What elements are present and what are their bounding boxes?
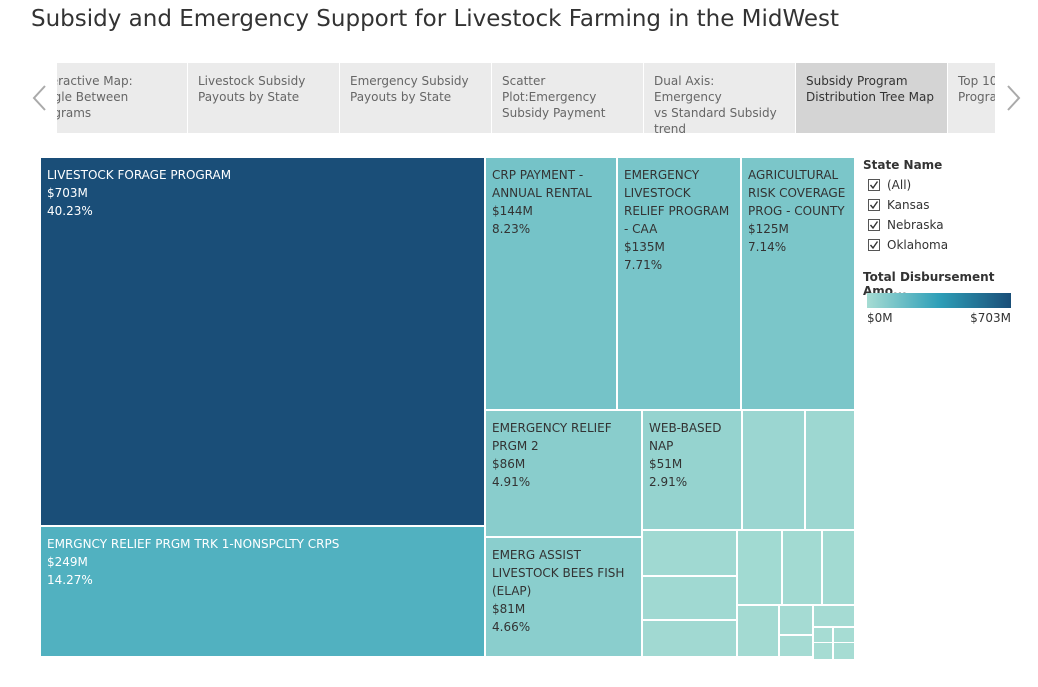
treemap-cell[interactable] [779,635,813,657]
cell-value: $249M [47,555,88,569]
tab-prev-arrow[interactable] [30,84,50,112]
tab[interactable]: Dual Axis: Emergency vs Standard Subsidy… [644,63,795,133]
treemap-cell[interactable] [642,576,737,620]
cell-percent: 2.91% [649,475,688,489]
cell-value: $125M [748,222,789,236]
treemap-cell[interactable] [737,605,779,657]
cell-name: EMERG ASSIST LIVESTOCK BEES FISH (ELAP) [492,548,625,598]
filter-option[interactable]: Oklahoma [887,238,949,252]
treemap-cell[interactable]: AGRICULTURAL RISK COVERAGE PROG - COUNTY… [741,157,855,410]
cell-value: $81M [492,602,526,616]
tab-next-arrow[interactable] [1004,84,1024,112]
filter-option[interactable]: Kansas [887,198,930,212]
treemap-cell[interactable] [813,642,833,660]
cell-value: $135M [624,240,665,254]
tab[interactable]: Livestock Subsidy Payouts by State [188,63,339,133]
cell-name: EMRGNCY RELIEF PRGM TRK 1-NONSPCLTY CRPS [47,537,340,551]
cell-name: EMERGENCY RELIEF PRGM 2 [492,421,612,453]
tab[interactable]: Subsidy Program Distribution Tree Map [796,63,947,133]
treemap-cell[interactable] [833,642,855,660]
treemap-cell[interactable] [642,620,737,657]
cell-name: CRP PAYMENT - ANNUAL RENTAL [492,168,592,200]
checkbox[interactable] [868,179,880,191]
treemap-cell[interactable] [822,530,855,605]
cell-name: AGRICULTURAL RISK COVERAGE PROG - COUNTY [748,168,846,218]
treemap-cell[interactable] [642,530,737,576]
dashboard-title: Subsidy and Emergency Support for Livest… [31,6,840,32]
tab-strip: teractive Map: ggle Between ogramsLivest… [57,63,995,133]
filter-title: State Name [863,158,943,172]
cell-name: LIVESTOCK FORAGE PROGRAM [47,168,232,182]
cell-percent: 14.27% [47,573,93,587]
checkbox[interactable] [868,239,880,251]
cell-value: $86M [492,457,526,471]
treemap-cell[interactable] [779,605,813,635]
cell-name: WEB-BASED NAP [649,421,722,453]
cell-percent: 8.23% [492,222,531,236]
tab[interactable]: Emergency Subsidy Payouts by State [340,63,491,133]
cell-percent: 7.71% [624,258,663,272]
cell-percent: 4.91% [492,475,531,489]
treemap-cell[interactable]: EMERGENCY RELIEF PRGM 2 $86M 4.91% [485,410,642,537]
treemap-cell[interactable] [813,605,855,627]
treemap-cell[interactable] [742,410,805,530]
filter-option[interactable]: Nebraska [887,218,944,232]
cell-value: $51M [649,457,683,471]
checkbox[interactable] [868,199,880,211]
treemap-cell[interactable]: EMERGENCY LIVESTOCK RELIEF PROGRAM - CAA… [617,157,741,410]
checkbox[interactable] [868,219,880,231]
cell-percent: 4.66% [492,620,531,634]
treemap-cell[interactable]: EMRGNCY RELIEF PRGM TRK 1-NONSPCLTY CRPS… [40,526,485,657]
filter-option[interactable]: (All) [887,178,912,192]
cell-percent: 7.14% [748,240,787,254]
treemap-cell[interactable]: EMERG ASSIST LIVESTOCK BEES FISH (ELAP) $… [485,537,642,657]
cell-value: $144M [492,204,533,218]
color-legend-max: $703M [970,311,1011,325]
color-legend-min: $0M [867,311,893,325]
treemap-cell[interactable] [805,410,855,530]
tab[interactable]: Scatter Plot:Emergency Subsidy Payment [492,63,643,133]
cell-name: EMERGENCY LIVESTOCK RELIEF PROGRAM - CAA [624,168,730,236]
treemap-cell[interactable] [782,530,822,605]
tab[interactable]: teractive Map: ggle Between ograms [57,63,187,133]
treemap-cell[interactable] [737,530,782,605]
tab[interactable]: Top 10 Progra [948,63,995,133]
color-legend-bar [867,293,1011,308]
cell-value: $703M [47,186,88,200]
cell-percent: 40.23% [47,204,93,218]
treemap-cell[interactable]: WEB-BASED NAP $51M 2.91% [642,410,742,530]
treemap-cell[interactable]: CRP PAYMENT - ANNUAL RENTAL $144M 8.23% [485,157,617,410]
treemap-cell[interactable]: LIVESTOCK FORAGE PROGRAM $703M 40.23% [40,157,485,526]
